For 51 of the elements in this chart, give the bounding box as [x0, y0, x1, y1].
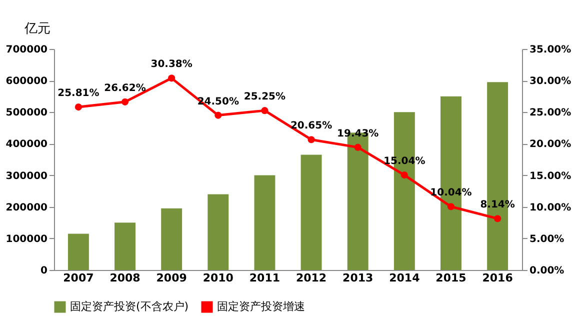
legend-label: 固定资产投资(不含农户)	[70, 300, 189, 313]
x-tick-label: 2013	[342, 272, 374, 284]
data-label: 30.38%	[150, 59, 192, 70]
point	[494, 215, 502, 222]
x-tick-label: 2008	[110, 272, 140, 284]
point	[168, 74, 176, 82]
y-tick-label: 600000	[6, 76, 48, 88]
legend-label: 固定资产投资增速	[217, 300, 305, 313]
y-tick-label: 100000	[6, 234, 48, 245]
x-tick-label: 2012	[296, 272, 327, 284]
point	[121, 98, 129, 106]
y-tick-label: 300000	[6, 170, 48, 182]
data-label: 25.25%	[244, 92, 286, 103]
point	[261, 107, 268, 114]
y2-tick-label: 15.00%	[530, 170, 572, 182]
data-label: 20.65%	[290, 120, 332, 132]
x-tick-label: 2009	[156, 272, 187, 284]
y-tick-label: 700000	[6, 44, 48, 56]
y2-tick-label: 20.00%	[530, 139, 572, 150]
y2-tick-label: 35.00%	[530, 44, 572, 56]
data-label: 26.62%	[104, 82, 146, 94]
point	[214, 112, 222, 119]
bar	[208, 194, 229, 270]
x-tick-label: 2015	[436, 272, 466, 284]
y2-tick-label: 25.00%	[530, 108, 572, 119]
point	[74, 104, 82, 111]
x-tick-label: 2007	[63, 272, 94, 284]
y2-tick-label: 0.00%	[530, 266, 564, 276]
point	[354, 144, 362, 151]
bar	[68, 234, 89, 270]
x-tick-label: 2011	[249, 272, 280, 284]
bar	[300, 154, 322, 270]
y-axis-title: 亿元	[24, 22, 50, 36]
y-tick-label: 200000	[6, 202, 48, 214]
bar	[114, 222, 136, 270]
y-tick-label: 0	[40, 266, 48, 276]
bar	[254, 175, 276, 270]
x-tick-label: 2010	[202, 272, 234, 284]
bar	[161, 208, 182, 270]
y2-tick-label: 10.00%	[530, 202, 572, 214]
data-label: 19.43%	[337, 128, 379, 140]
y-tick-label: 500000	[6, 108, 48, 119]
y-tick-label: 400000	[6, 139, 48, 150]
x-tick-label: 2016	[482, 272, 514, 284]
point	[400, 172, 408, 179]
x-tick-label: 2014	[389, 272, 420, 284]
data-label: 25.81%	[58, 88, 100, 100]
point	[447, 203, 455, 210]
point	[308, 136, 315, 144]
y2-tick-label: 5.00%	[530, 234, 564, 245]
y2-tick-label: 30.00%	[530, 76, 572, 88]
